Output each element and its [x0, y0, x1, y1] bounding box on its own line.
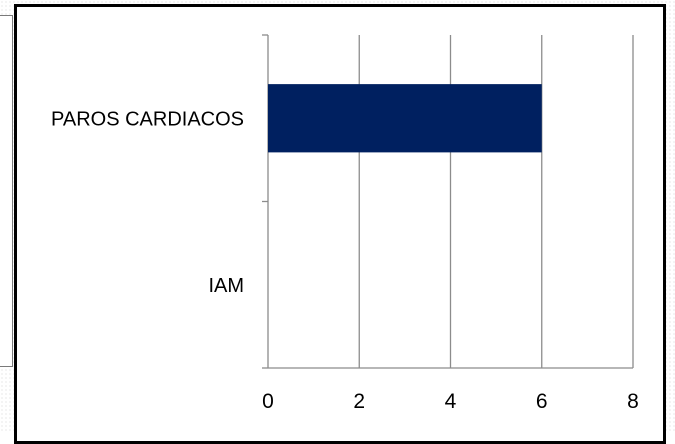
chart: 0 2 4 6 8 IAM PAROS CARDIACOS: [51, 34, 639, 413]
x-tick-label-0: 0: [262, 390, 274, 413]
adjacent-frame: [0, 15, 13, 367]
x-tick-label-4: 4: [445, 390, 457, 413]
category-label-iam: IAM: [208, 275, 244, 297]
x-tick-label-2: 2: [353, 390, 365, 413]
category-label-paros-cardiacos: PAROS CARDIACOS: [51, 108, 244, 130]
chart-frame: [14, 4, 666, 444]
x-tick-label-8: 8: [627, 390, 639, 413]
x-tick-label-6: 6: [536, 390, 548, 413]
bar-paros-cardiacos: [268, 84, 542, 153]
